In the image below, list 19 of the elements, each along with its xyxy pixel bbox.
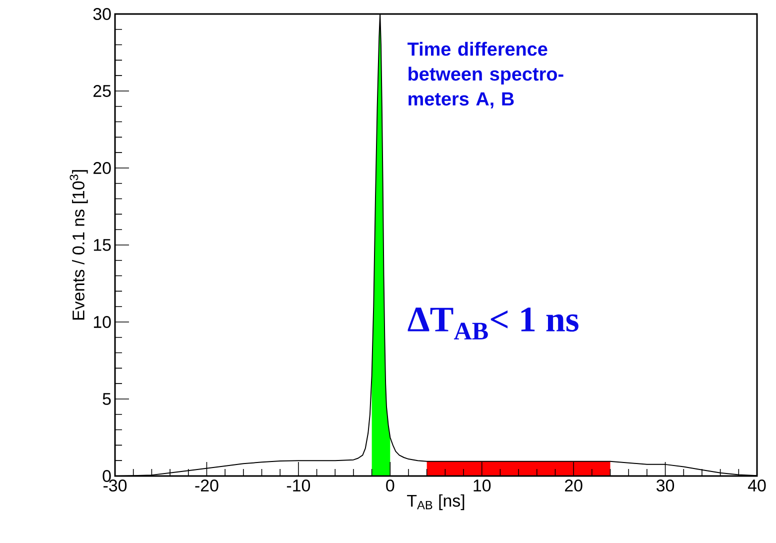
y-tick-label: 25	[94, 84, 111, 97]
y-tick-label: 5	[102, 393, 111, 405]
y-tick-label: 0	[102, 470, 111, 482]
y-axis-title: Events / 0.1 ns [10$^{3}$]	[70, 170, 88, 320]
x-tick-label: -20	[195, 480, 218, 492]
y-tick-label: 20	[94, 162, 111, 174]
x-tick-label: 30	[656, 480, 674, 492]
x-tick-label: -10	[286, 480, 310, 492]
x-tick-label: 0	[386, 480, 394, 492]
x-axis-title: T$_{AB}$ [ns]	[407, 494, 464, 510]
y-tick-label: 30	[93, 8, 111, 20]
annotation: Time difference between spectro-meters A, B	[408, 42, 564, 108]
x-tick-label: 20	[565, 480, 582, 492]
y-tick-label: 10	[94, 316, 111, 328]
x-tick-label: -30	[104, 480, 127, 492]
x-tick-label: 40	[748, 480, 766, 492]
x-tick-label: 10	[474, 480, 491, 492]
text: ΔT$_{AB}$< 1 ns	[408, 308, 578, 340]
y-tick-label: 15	[94, 239, 111, 251]
